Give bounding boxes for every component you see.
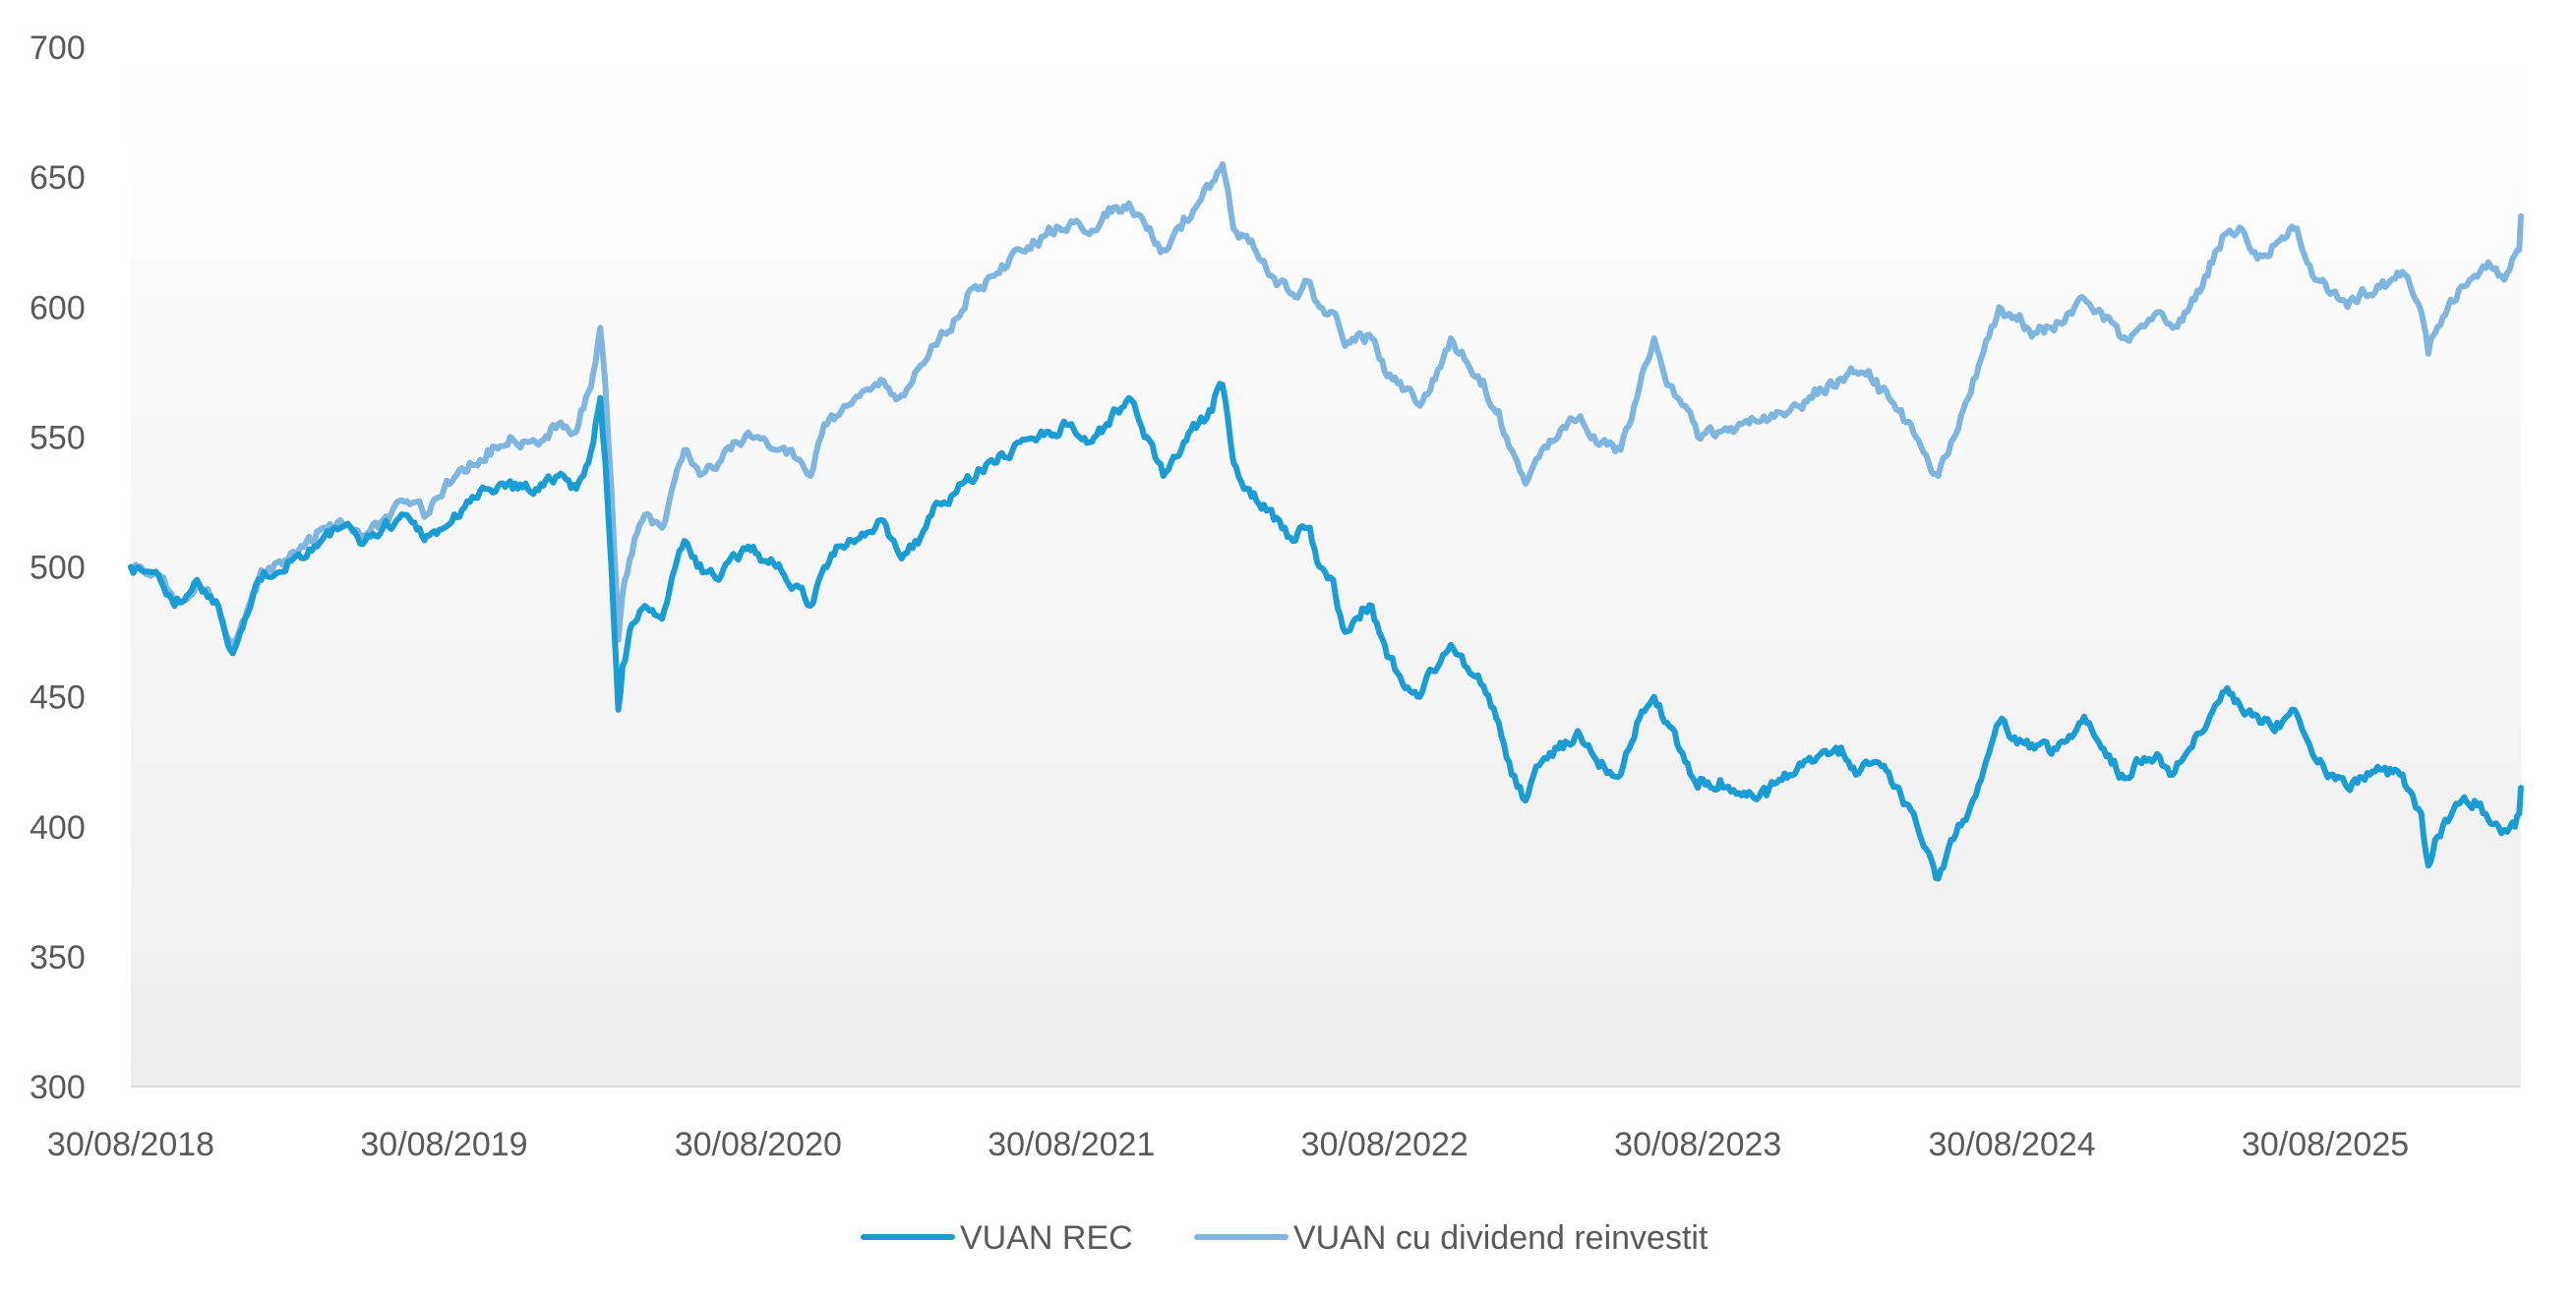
legend-item-vuan-rec: VUAN REC	[960, 1219, 1133, 1257]
x-tick-label: 30/08/2021	[988, 1126, 1155, 1163]
y-tick-label: 400	[30, 809, 86, 847]
x-tick-label: 30/08/2018	[47, 1126, 214, 1163]
y-tick-label: 700	[30, 30, 86, 67]
y-axis-ticks: 300 350 400 450 500 550 600 650 700	[30, 30, 86, 1106]
y-tick-label: 600	[30, 289, 86, 326]
legend-item-vuan-dividend: VUAN cu dividend reinvestit	[1293, 1219, 1708, 1257]
x-tick-label: 30/08/2020	[675, 1126, 842, 1163]
y-tick-label: 650	[30, 159, 86, 197]
x-tick-label: 30/08/2019	[360, 1126, 527, 1163]
y-tick-label: 500	[30, 550, 86, 587]
x-tick-label: 30/08/2023	[1614, 1126, 1781, 1163]
x-axis-ticks: 30/08/2018 30/08/2019 30/08/2020 30/08/2021…	[47, 1126, 2409, 1163]
x-tick-label: 30/08/2022	[1301, 1126, 1468, 1163]
y-tick-label: 550	[30, 419, 86, 456]
y-tick-label: 300	[30, 1069, 86, 1106]
series-line-vuan-rec	[128, 381, 2524, 882]
x-tick-label: 30/08/2025	[2242, 1126, 2409, 1163]
series-group	[128, 160, 2524, 882]
y-tick-label: 450	[30, 679, 86, 717]
legend: VUAN REC VUAN cu dividend reinvestit	[861, 1219, 1708, 1257]
y-tick-label: 350	[30, 939, 86, 976]
plot-area	[131, 47, 2521, 1087]
series-line-vuan-dividend	[128, 160, 2524, 654]
x-tick-label: 30/08/2024	[1929, 1126, 2096, 1163]
